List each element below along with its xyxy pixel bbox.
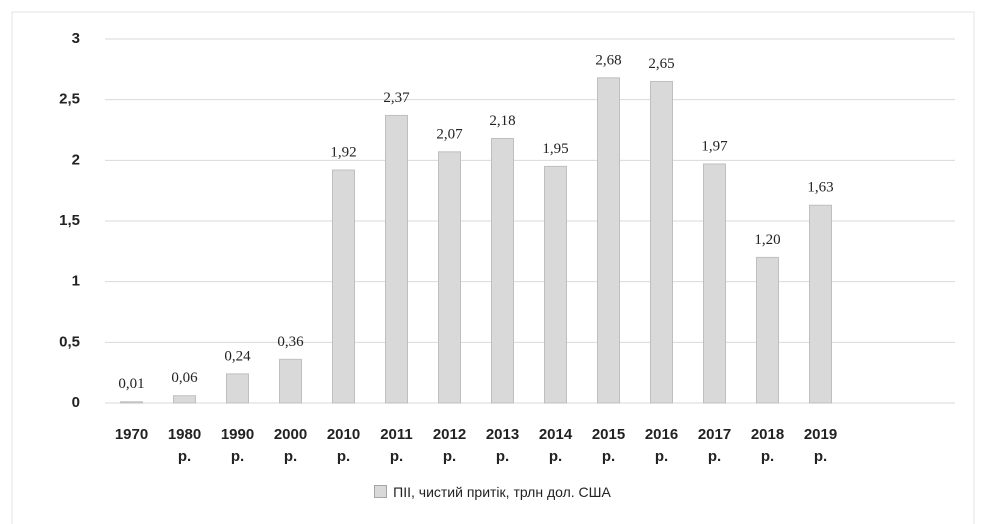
value-label: 0,01 xyxy=(118,376,144,392)
y-tick-label: 0,5 xyxy=(59,333,80,350)
value-label: 1,92 xyxy=(330,144,356,160)
bar xyxy=(173,395,196,404)
bar xyxy=(332,169,355,404)
value-label: 2,65 xyxy=(648,56,674,72)
bar xyxy=(703,163,726,404)
value-label: 0,24 xyxy=(224,348,251,364)
x-tick-label: 2014 р. xyxy=(538,426,573,465)
bar xyxy=(120,401,143,404)
value-label: 1,20 xyxy=(754,232,780,248)
bar xyxy=(226,373,249,404)
frame xyxy=(11,11,975,524)
bar xyxy=(756,256,779,404)
x-tick-label: 2015 р. xyxy=(591,426,626,465)
y-tick-label: 1 xyxy=(72,273,80,290)
value-label: 0,36 xyxy=(277,334,304,350)
x-tick-label: 2018 р. xyxy=(750,426,785,465)
y-tick-label: 3 xyxy=(72,30,80,47)
y-tick-label: 1,5 xyxy=(59,212,80,229)
bar xyxy=(809,204,832,404)
y-tick-label: 2,5 xyxy=(59,91,80,108)
x-tick-label: 2016 р. xyxy=(644,426,679,465)
y-tick-label: 0 xyxy=(72,394,80,411)
x-tick-label: 2012 р. xyxy=(432,426,467,465)
x-tick-label: 2013 р. xyxy=(485,426,520,465)
x-tick-label: 2010 р. xyxy=(326,426,361,465)
legend: ПІІ, чистий притік, трлн дол. США xyxy=(0,484,985,500)
legend-label: ПІІ, чистий притік, трлн дол. США xyxy=(393,484,611,500)
value-label: 1,63 xyxy=(807,180,833,196)
value-label: 0,06 xyxy=(171,370,198,386)
value-label: 2,07 xyxy=(436,126,463,142)
x-tick-label: 1990 р. xyxy=(220,426,255,465)
bar xyxy=(385,114,408,404)
x-tick-label: 2000 р. xyxy=(273,426,308,465)
bar xyxy=(279,358,302,404)
x-tick-label: 2011 р. xyxy=(380,426,413,465)
y-tick-label: 2 xyxy=(72,151,80,168)
bar xyxy=(544,165,567,404)
x-tick-label: 1980 р. xyxy=(167,426,202,465)
x-tick-label: 2019 р. xyxy=(803,426,838,465)
value-label: 2,18 xyxy=(489,113,515,129)
legend-swatch xyxy=(374,485,388,498)
x-tick-label: 1970 xyxy=(114,426,149,443)
value-label: 2,37 xyxy=(383,90,410,106)
x-tick-label: 2017 р. xyxy=(697,426,732,465)
bar xyxy=(597,77,620,404)
value-label: 2,68 xyxy=(595,52,621,68)
bar xyxy=(438,151,461,404)
value-label: 1,95 xyxy=(542,141,568,157)
bar xyxy=(650,80,673,404)
bar xyxy=(491,137,514,404)
value-label: 1,97 xyxy=(701,138,728,154)
